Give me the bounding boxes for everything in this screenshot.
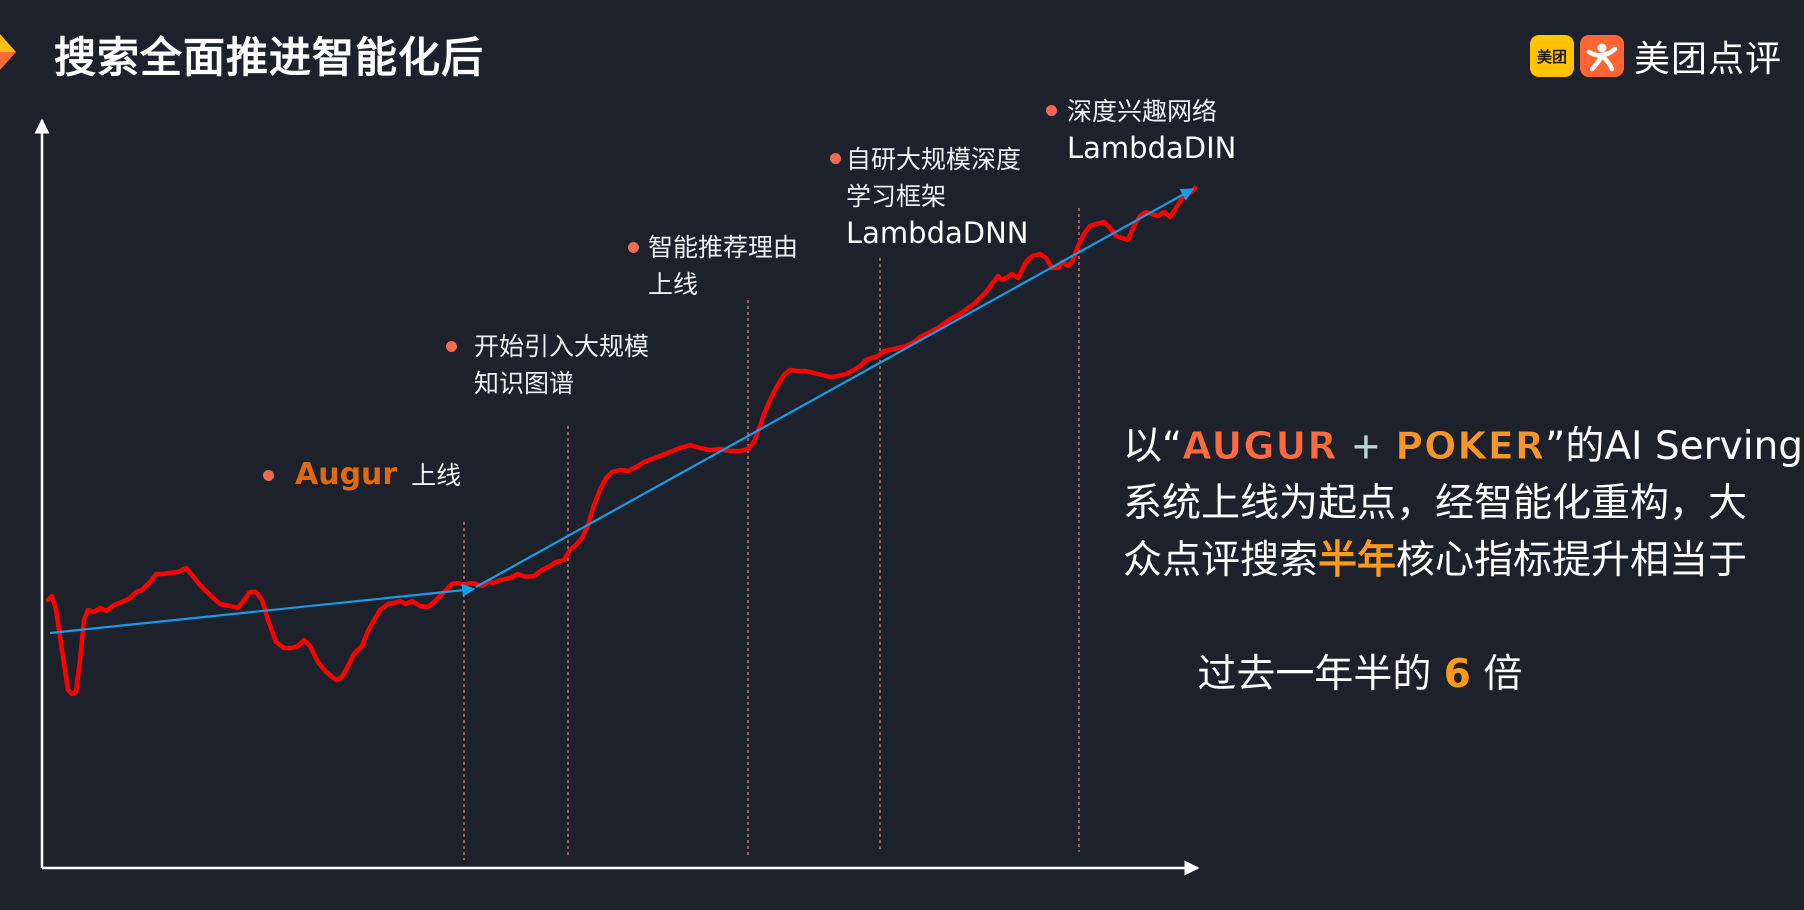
logo-text: 美团点评 <box>1633 39 1782 80</box>
summary-line-2: 系统上线为起点，经智能化重构，大 <box>1123 481 1748 526</box>
bullet-dot-icon <box>263 470 274 481</box>
summary-after-quote: ”的AI Serving <box>1545 424 1804 469</box>
plus-sign: + <box>1350 424 1383 469</box>
poker-brand: POKER <box>1395 424 1546 469</box>
title-marker-icon <box>0 34 16 70</box>
trend-line <box>49 583 476 635</box>
summary-text: 以“AUGUR + POKER”的AI Serving 系统上线为起点，经智能化… <box>1123 418 1803 760</box>
augur-brand: AUGUR <box>1182 424 1338 469</box>
metric-line <box>45 185 1198 697</box>
half-year-highlight: 半年 <box>1318 538 1397 583</box>
bullet-dot-icon <box>830 153 841 164</box>
annotation-line: 深度兴趣网络 <box>1067 97 1218 126</box>
bullet-dot-icon <box>446 341 457 352</box>
summary-line-4b: 倍 <box>1470 652 1523 697</box>
meituan-badge-text: 美团 <box>1536 47 1567 66</box>
bullet-dot-icon <box>628 242 639 253</box>
summary-prefix: 以“ <box>1123 424 1183 469</box>
summary-line-4a: 过去一年半的 <box>1197 652 1444 697</box>
annotation-line: 开始引入大规模 <box>474 332 650 361</box>
milestone-lines <box>463 208 1080 860</box>
dianping-person-icon <box>1579 35 1624 77</box>
six-times-highlight: 6 <box>1443 652 1471 697</box>
summary-line-3a: 众点评搜索 <box>1123 538 1319 583</box>
page-title: 搜索全面推进智能化后 <box>54 33 485 82</box>
annotation-line: 自研大规模深度 <box>846 145 1022 174</box>
company-logo: 美团 美团点评 <box>1529 30 1782 82</box>
trend-line <box>475 188 1195 588</box>
trend-lines <box>49 188 1195 635</box>
annotation-model-name: LambdaDNN <box>846 216 1029 250</box>
annotation-line: 学习框架 <box>846 182 947 211</box>
augur-label: Augur <box>295 457 398 492</box>
annotation-line: 上线 <box>648 270 699 299</box>
meituan-logo-icon: 美团 <box>1529 35 1574 77</box>
annotation-line: 知识图谱 <box>474 369 575 398</box>
annotation-text: 上线 <box>411 461 462 490</box>
annotation-line: 智能推荐理由 <box>648 233 799 262</box>
annotation-model-name: LambdaDIN <box>1067 131 1237 165</box>
summary-line-3b: 核心指标提升相当于 <box>1396 538 1748 583</box>
bullet-dot-icon <box>1046 105 1057 116</box>
